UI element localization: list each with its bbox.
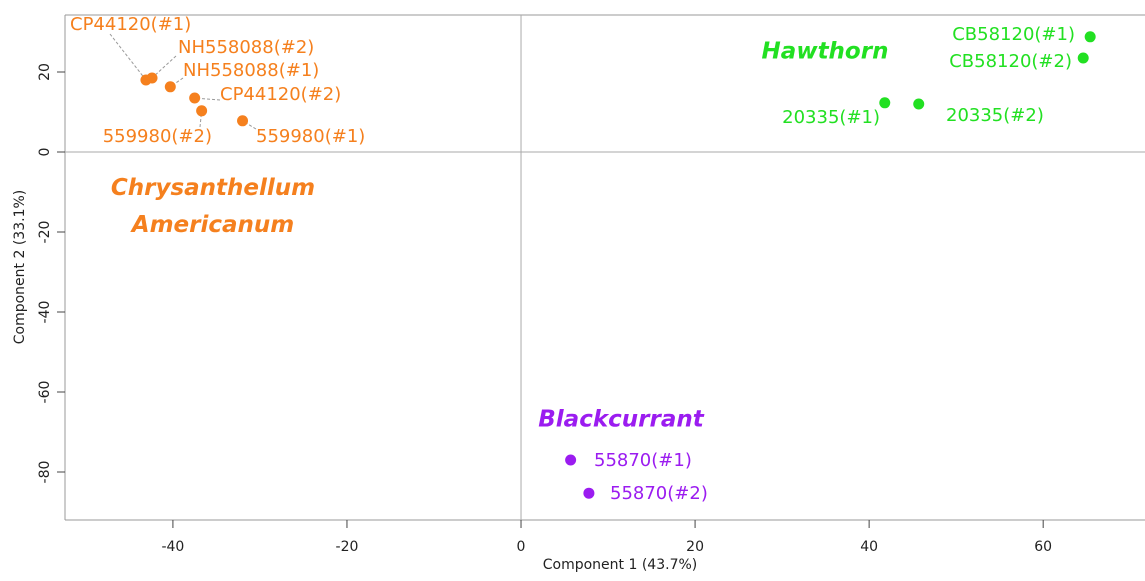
point-label: NH558088(#2) (178, 37, 314, 58)
y-tick-label: -60 (37, 381, 53, 404)
x-tick-label: 20 (686, 539, 704, 555)
point-label: CP44120(#2) (220, 84, 341, 105)
point-label: NH558088(#1) (183, 60, 319, 81)
group-name: Hawthorn (762, 39, 889, 65)
point-label: 20335(#1) (782, 107, 880, 128)
x-tick-label: -40 (161, 539, 184, 555)
point (583, 487, 595, 499)
x-axis-label: Component 1 (43.7%) (543, 557, 698, 573)
point-label: 55870(#1) (594, 450, 692, 471)
point-label: 559980(#1) (256, 126, 365, 147)
point (164, 81, 176, 93)
point (913, 98, 925, 110)
point (565, 454, 577, 466)
y-axis-label: Component 2 (33.1%) (12, 190, 28, 345)
point-label: CB58120(#2) (949, 51, 1072, 72)
leader-line (199, 110, 203, 128)
y-tick-label: -20 (37, 221, 53, 244)
x-tick-label: 60 (1034, 539, 1052, 555)
leader-line (242, 120, 257, 130)
point-label: CB58120(#1) (952, 24, 1075, 45)
x-tick-label: -20 (336, 539, 359, 555)
group-name: Chrysanthellum Americanum (111, 175, 315, 238)
leader-line (109, 33, 147, 81)
point (196, 105, 208, 117)
point-label: 20335(#2) (946, 105, 1044, 126)
point-label: 559980(#2) (103, 126, 212, 147)
point (1077, 52, 1089, 64)
point (189, 92, 201, 104)
point-label: 55870(#2) (610, 483, 708, 504)
point (146, 72, 158, 84)
y-tick-label: 20 (37, 63, 53, 81)
y-tick-label: -40 (37, 301, 53, 324)
y-tick-label: 0 (37, 148, 53, 157)
x-tick-label: 40 (860, 539, 878, 555)
point (237, 115, 249, 127)
group-name: Blackcurrant (538, 407, 704, 433)
x-tick-label: 0 (517, 539, 526, 555)
point (1084, 31, 1096, 43)
point-label: CP44120(#1) (70, 14, 191, 35)
point (879, 97, 891, 109)
y-tick-label: -80 (37, 461, 53, 484)
